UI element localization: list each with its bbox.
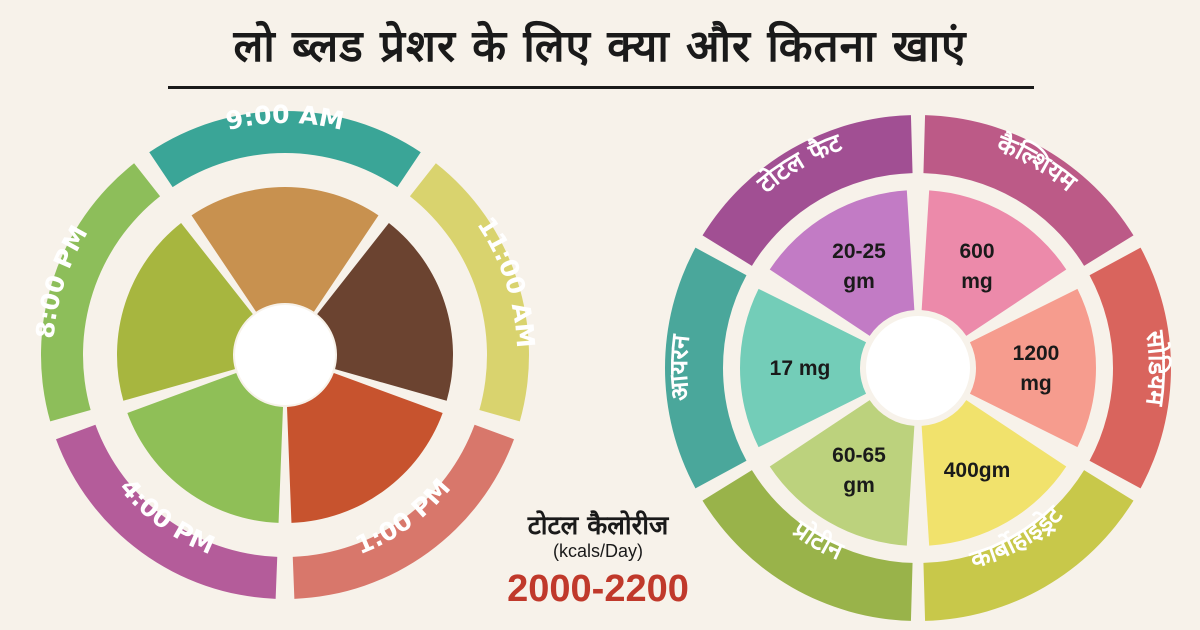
guava-fruit-photo [127, 372, 284, 523]
time-ring-segment [41, 163, 161, 422]
nutrient-value: 60-65 gm [832, 444, 886, 497]
page-title: लो ब्लड प्रेशर के लिए क्या और कितना खाएं [233, 21, 967, 72]
time-ring-segment [56, 424, 278, 599]
nutrient-label: सोडियम [1140, 328, 1172, 408]
nutrient-ring-segment [702, 470, 913, 621]
time-ring-segment [409, 163, 529, 422]
nutrient-ring-segment [702, 115, 913, 266]
nutrient-value: 20-25 gm [832, 240, 886, 293]
savory-pastry-photo [191, 186, 379, 312]
nutrient-wheel-hub [866, 316, 970, 420]
nutrient-value-wedge [921, 400, 1067, 546]
time-ring-segment [292, 424, 514, 599]
nutrient-value: 600 mg [959, 240, 994, 293]
nutrient-ring-segment [665, 247, 747, 489]
nutrient-value-wedge [740, 288, 867, 448]
nutrient-value: 1200 mg [1013, 342, 1060, 395]
nutrient-value-wedge [769, 190, 915, 336]
nutrient-value: 17 mg [770, 357, 831, 380]
green-dal-photo [117, 222, 253, 401]
total-calories-title: टोटल कैलोरीज [527, 511, 669, 541]
coffee-cup-photo [317, 222, 453, 401]
nutrient-ring-segment [1089, 247, 1172, 489]
nutrient-value-wedge [921, 190, 1067, 336]
title-underline [168, 86, 1034, 89]
total-calories-value: 2000-2200 [507, 568, 689, 610]
nutrient-label: आयरन [664, 332, 696, 402]
nutrient-value-wedge [969, 288, 1096, 448]
total-calories-unit: (kcals/Day) [552, 541, 643, 561]
meal-wheel-hub [235, 305, 335, 405]
nutrient-value-wedge [769, 400, 915, 546]
nutrient-value: 400gm [944, 459, 1011, 482]
nutrient-ring-segment [923, 115, 1134, 266]
chicken-curry-photo [286, 372, 443, 523]
time-ring-segment [149, 110, 421, 188]
nutrient-ring-segment [923, 470, 1134, 621]
